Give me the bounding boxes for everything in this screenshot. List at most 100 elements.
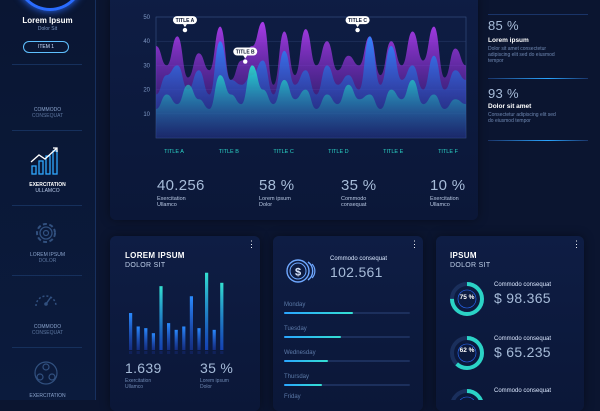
bar-reflection [144,351,148,354]
bar [205,272,209,350]
bar [167,323,171,350]
bar-reflection [159,351,163,354]
progress-fill [284,312,354,314]
annotation-bubble [172,16,197,25]
y-tick-label: 40 [143,39,150,45]
ring-inner [459,396,475,400]
divider [488,78,588,79]
ring-percent: 75 % [459,294,475,301]
day-label: Thursday [284,374,310,380]
bar [151,333,155,350]
brand-title: Lorem Ipsum [22,16,73,25]
bar-reflection [136,351,140,354]
stat-value: 58 % [259,177,295,194]
sidebar-item-exercitation[interactable]: EXERCITATION ULLAMCO [29,182,66,194]
days-panel [273,236,423,411]
annotation-point [243,59,248,64]
annotation-bubble [345,16,370,25]
brand-ring-icon [16,0,84,11]
annotation-label: TITLE B [236,50,255,56]
stat-label: Lorem ipsum Dolor [259,196,291,208]
gauge-icon [35,295,57,307]
annotation-label: TITLE A [176,18,195,24]
bar-reflection [151,351,155,354]
ring-progress [450,282,484,316]
y-tick-label: 10 [143,112,150,118]
bar [136,326,140,350]
bar [159,286,163,350]
stat-label: Exercitation Ullamco [157,196,186,208]
area-series [156,65,466,138]
bar-reflection [220,351,224,354]
bar [144,328,148,350]
annotation-point [355,27,360,33]
bar [129,313,133,350]
ring-caption: Commodo consequat [494,336,552,342]
bar-reflection [212,351,216,354]
progress-fill [284,336,341,338]
sidebar-item-commodo-2[interactable]: COMMODO CONSEQUAT [31,324,64,336]
annotation-bubble [233,47,258,56]
x-tick-label: TITLE E [383,149,404,155]
bar [174,329,178,350]
day-label: Wednesday [284,350,316,356]
sidebar-item-commodo[interactable]: COMMODO CONSEQUAT [31,107,64,119]
day-label: Tuesday [284,326,307,332]
ring-progress [450,336,484,370]
x-tick-label: TITLE D [328,149,349,155]
bar-reflection [205,351,209,354]
progress-fill [284,360,329,362]
progress-track [284,336,410,338]
more-options-icon[interactable]: ⋮ [247,239,256,249]
bar-reflection [189,351,193,354]
stat-label: Lorem ipsum Dolor [200,378,229,390]
more-options-icon[interactable]: ⋮ [572,239,581,249]
sidebar-item-exercitation-2[interactable]: EXERCITATION [29,393,66,399]
ring-caption: Commodo consequat [494,388,552,394]
bar-reflection [129,351,133,354]
bar [220,282,224,350]
panel-title: LOREM IPSUM [125,251,185,260]
stat-value: 35 % [200,360,234,376]
stat-value: 35 % [341,177,377,194]
bar-reflection [174,351,178,354]
bar-reflection [167,351,171,354]
ring-inner [457,343,477,363]
x-tick-label: TITLE B [219,149,240,155]
right-stat-value: 93 % [488,86,519,101]
sidebar-divider [12,275,82,276]
sidebar-divider [12,64,82,65]
ring-value: $ 98.365 [494,290,551,306]
more-options-icon[interactable]: ⋮ [410,239,419,249]
bar-chart-icon [30,147,58,175]
panel-subtitle: DOLOR SIT [450,262,491,269]
y-tick-label: 20 [143,88,150,94]
x-tick-label: TITLE F [438,149,459,155]
ring-caption: Commodo consequat [494,282,552,288]
ring-inner [457,289,477,309]
stat-label: Exercitation Ullamco [125,378,152,390]
annotation-pointer [355,24,360,28]
stat-label: Exercitation Ullamco [430,196,459,208]
brand-subtitle: Dolor Sit [37,26,58,32]
progress-fill [284,384,322,386]
bar-reflection [197,351,201,354]
stat-value: 40.256 [157,177,205,194]
rings-panel [436,236,584,411]
bar [182,326,186,350]
day-label: Monday [284,302,306,308]
x-tick-label: TITLE A [164,149,184,155]
stat-label: Commodo consequat [341,196,367,208]
bar [189,296,193,350]
right-stat-title: Dolor sit amet [488,103,532,110]
item-1-button[interactable]: ITEM 1 [23,41,69,53]
ring-value: $ 65.235 [494,344,551,360]
sidebar-item-lorem-ipsum[interactable]: LOREM IPSUM DOLOR [29,252,65,264]
right-stat-desc: Consectetur adipiscing elit sed do eiusm… [488,112,556,124]
annotation-point [182,27,188,33]
panel-title: IPSUM [450,251,477,260]
bars-chart [129,272,224,354]
network-icon [34,361,58,385]
bar-reflection [182,351,186,354]
main-area-chart: 10 20 30 40 50 TITLE A TITLE B TITLE C TITLE D TI… [143,15,467,155]
